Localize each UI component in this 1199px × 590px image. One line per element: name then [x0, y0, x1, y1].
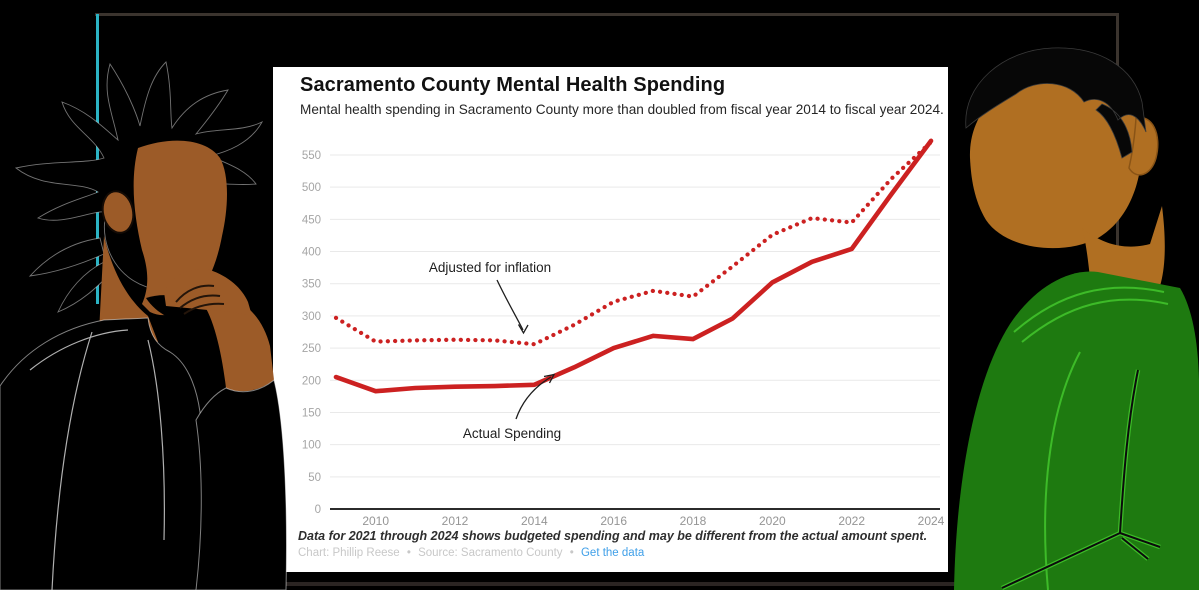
left-person-finger-lines — [175, 284, 225, 315]
y-axis-labels: 0 50 100 150 200 250 300 350 400 450 500 550 — [302, 150, 321, 516]
gridlines — [330, 154, 940, 510]
credit-source: Source: Sacramento County — [418, 547, 563, 559]
credit-chart-author: Chart: Phillip Reese — [298, 547, 400, 559]
svg-text:2018: 2018 — [680, 514, 707, 528]
right-person-hair — [965, 47, 1147, 159]
get-the-data-link[interactable]: Get the data — [580, 547, 645, 559]
credit-line: Chart: Phillip Reese • Source: Sacrament… — [298, 547, 644, 559]
svg-text:200: 200 — [302, 375, 321, 387]
left-person-forearm — [202, 292, 274, 392]
svg-text:0: 0 — [315, 504, 321, 516]
right-person-face — [969, 71, 1142, 249]
svg-text:100: 100 — [302, 440, 321, 452]
annotation-actual-spending: Actual Spending — [463, 373, 561, 441]
svg-text:450: 450 — [302, 214, 321, 226]
left-person-sleeve — [195, 379, 287, 590]
svg-text:2012: 2012 — [442, 514, 469, 528]
right-person-jacket-folds — [1001, 369, 1161, 590]
right-person-neck — [1082, 206, 1165, 286]
left-person-clothing-seams — [29, 329, 165, 590]
svg-text:400: 400 — [302, 247, 321, 259]
x-axis-labels: 2010 2012 2014 2016 2018 2020 2022 2024 — [362, 514, 944, 528]
svg-text:2022: 2022 — [838, 514, 865, 528]
svg-text:250: 250 — [302, 343, 321, 355]
svg-text:350: 350 — [302, 279, 321, 291]
right-person-illustration — [954, 47, 1199, 590]
left-person-ear — [101, 190, 135, 234]
right-person-jacket-seams — [1013, 286, 1169, 590]
svg-text:2010: 2010 — [362, 514, 389, 528]
svg-text:2020: 2020 — [759, 514, 786, 528]
svg-text:2016: 2016 — [600, 514, 627, 528]
svg-text:Actual Spending: Actual Spending — [463, 426, 561, 441]
annotation-adjusted-for-inflation: Adjusted for inflation — [429, 260, 551, 335]
credit-separator: • — [569, 547, 574, 559]
left-person-torso — [0, 317, 208, 590]
right-person-jacket — [954, 271, 1199, 590]
chart-title: Sacramento County Mental Health Spending — [300, 74, 726, 96]
svg-text:550: 550 — [302, 150, 321, 162]
right-person-ear — [1128, 116, 1159, 176]
frame-top-line — [95, 13, 1119, 16]
svg-text:50: 50 — [308, 472, 321, 484]
adjusted-for-inflation-line — [333, 140, 934, 347]
svg-text:150: 150 — [302, 407, 321, 419]
chart-card: Sacramento County Mental Health Spending… — [273, 67, 948, 572]
data-note: Data for 2021 through 2024 shows budgete… — [298, 529, 928, 543]
svg-text:2024: 2024 — [918, 514, 945, 528]
svg-text:Adjusted for inflation: Adjusted for inflation — [429, 260, 551, 275]
frame-teal-accent-line — [96, 14, 99, 304]
svg-text:2014: 2014 — [521, 514, 548, 528]
credit-separator: • — [406, 547, 411, 559]
left-person-illustration — [0, 61, 287, 590]
chart-subtitle: Mental health spending in Sacramento Cou… — [300, 102, 944, 117]
actual-spending-line — [333, 138, 934, 394]
svg-text:300: 300 — [302, 311, 321, 323]
svg-text:500: 500 — [302, 182, 321, 194]
frame-bottom-line — [0, 582, 1199, 586]
